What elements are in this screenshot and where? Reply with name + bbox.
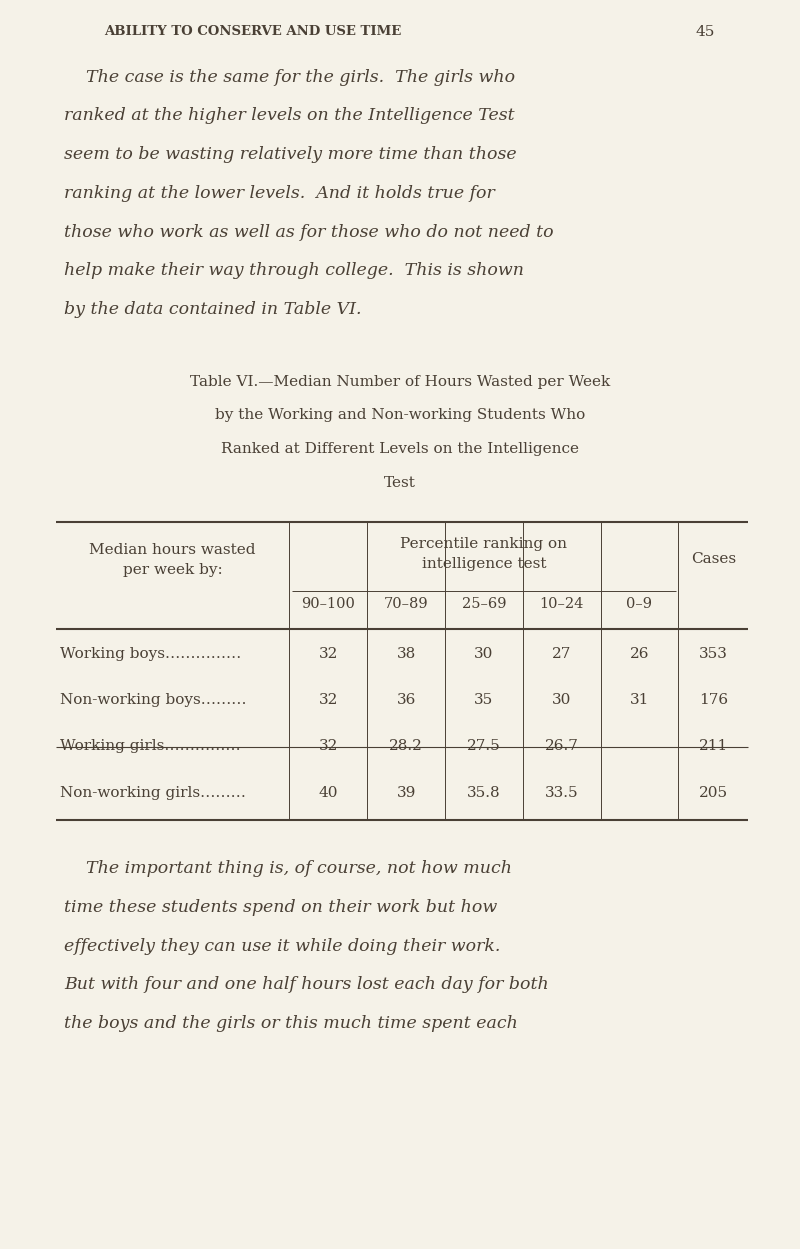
Text: Ranked at Different Levels on the Intelligence: Ranked at Different Levels on the Intell… xyxy=(221,442,579,456)
Text: by the data contained in Table VI.: by the data contained in Table VI. xyxy=(64,301,362,318)
Text: But with four and one half hours lost each day for both: But with four and one half hours lost ea… xyxy=(64,977,549,993)
Text: 10–24: 10–24 xyxy=(539,597,584,611)
Text: 31: 31 xyxy=(630,693,649,707)
Text: those who work as well as for those who do not need to: those who work as well as for those who … xyxy=(64,224,554,241)
Text: 39: 39 xyxy=(397,786,416,799)
Text: 35.8: 35.8 xyxy=(467,786,501,799)
Text: 35: 35 xyxy=(474,693,494,707)
Text: Non-working girls………: Non-working girls……… xyxy=(60,786,246,799)
Text: ranked at the higher levels on the Intelligence Test: ranked at the higher levels on the Intel… xyxy=(64,107,514,125)
Text: 38: 38 xyxy=(397,647,416,661)
Text: effectively they can use it while doing their work.: effectively they can use it while doing … xyxy=(64,938,500,954)
Text: by the Working and Non-working Students Who: by the Working and Non-working Students … xyxy=(215,408,585,422)
Text: 26: 26 xyxy=(630,647,650,661)
Text: Non-working boys………: Non-working boys……… xyxy=(60,693,246,707)
Text: the boys and the girls or this much time spent each: the boys and the girls or this much time… xyxy=(64,1015,518,1032)
Text: Median hours wasted
per week by:: Median hours wasted per week by: xyxy=(90,543,256,577)
Text: Working boys……………: Working boys…………… xyxy=(60,647,242,661)
Text: Table VI.—Median Number of Hours Wasted per Week: Table VI.—Median Number of Hours Wasted … xyxy=(190,375,610,388)
Text: seem to be wasting relatively more time than those: seem to be wasting relatively more time … xyxy=(64,146,517,164)
Text: 70–89: 70–89 xyxy=(384,597,429,611)
Text: Working girls……………: Working girls…………… xyxy=(60,739,241,753)
Text: 30: 30 xyxy=(474,647,494,661)
Text: 33.5: 33.5 xyxy=(545,786,578,799)
Text: time these students spend on their work but how: time these students spend on their work … xyxy=(64,899,498,916)
Text: 0–9: 0–9 xyxy=(626,597,653,611)
Text: The important thing is, of course, not how much: The important thing is, of course, not h… xyxy=(64,861,512,877)
Text: Percentile ranking on
intelligence test: Percentile ranking on intelligence test xyxy=(400,537,567,571)
Text: 36: 36 xyxy=(397,693,416,707)
Text: 25–69: 25–69 xyxy=(462,597,506,611)
Text: Test: Test xyxy=(384,476,416,490)
Text: 30: 30 xyxy=(552,693,571,707)
Text: 32: 32 xyxy=(318,739,338,753)
Text: 32: 32 xyxy=(318,693,338,707)
Text: The case is the same for the girls.  The girls who: The case is the same for the girls. The … xyxy=(64,69,515,86)
Text: ABILITY TO CONSERVE AND USE TIME: ABILITY TO CONSERVE AND USE TIME xyxy=(104,25,402,37)
Text: ranking at the lower levels.  And it holds true for: ranking at the lower levels. And it hold… xyxy=(64,185,494,202)
Text: 353: 353 xyxy=(698,647,728,661)
Text: 27: 27 xyxy=(552,647,571,661)
Text: 205: 205 xyxy=(698,786,728,799)
Text: 27.5: 27.5 xyxy=(467,739,501,753)
Text: Cases: Cases xyxy=(690,552,736,566)
Text: 176: 176 xyxy=(698,693,728,707)
Text: 28.2: 28.2 xyxy=(389,739,423,753)
Text: 211: 211 xyxy=(698,739,728,753)
Text: 40: 40 xyxy=(318,786,338,799)
Text: help make their way through college.  This is shown: help make their way through college. Thi… xyxy=(64,262,524,280)
Text: 45: 45 xyxy=(696,25,715,39)
Text: 32: 32 xyxy=(318,647,338,661)
Text: 26.7: 26.7 xyxy=(545,739,578,753)
Text: 90–100: 90–100 xyxy=(302,597,355,611)
